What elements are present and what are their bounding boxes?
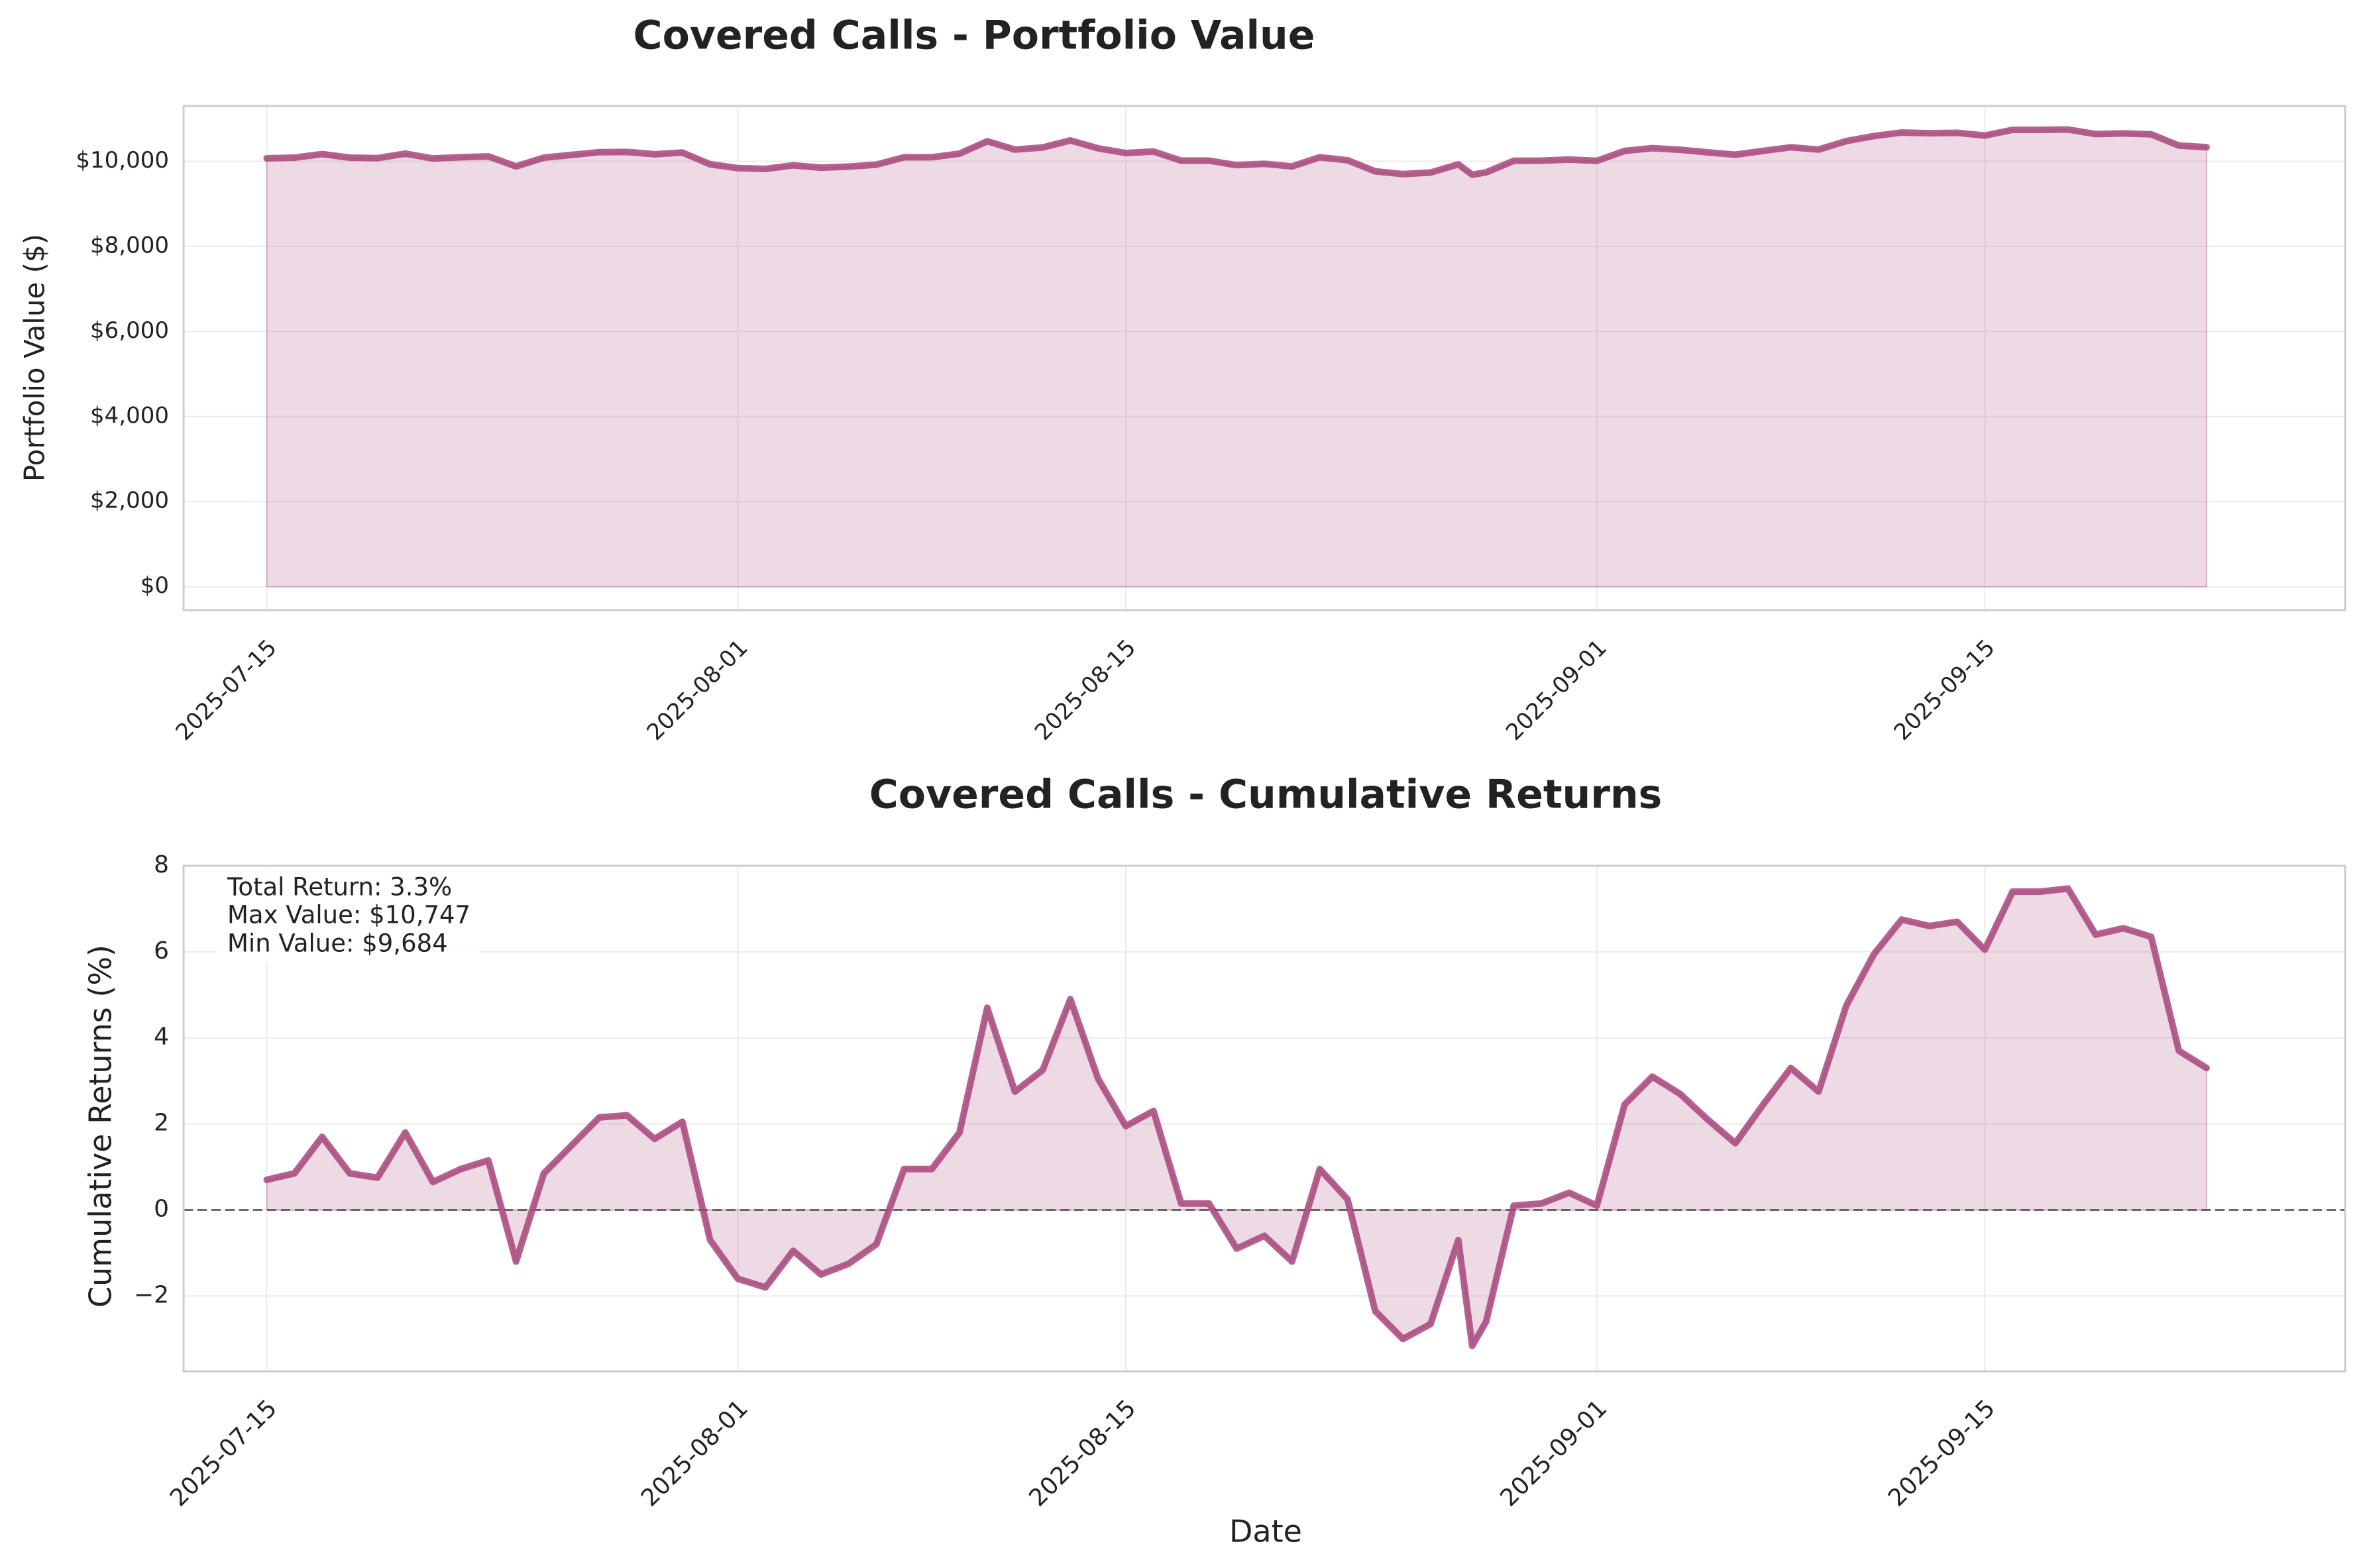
x-axis-label: Date	[1229, 1514, 1302, 1549]
y-tick-label: 2	[154, 1110, 169, 1137]
stats-min-value: Min Value: $9,684	[227, 929, 448, 958]
chart-title: Covered Calls - Cumulative Returns	[869, 772, 1663, 818]
chart-title: Covered Calls - Portfolio Value	[633, 13, 1315, 59]
stats-max-value: Max Value: $10,747	[227, 901, 470, 929]
y-tick-label: $4,000	[90, 402, 169, 429]
y-tick-label: 0	[154, 1195, 169, 1222]
y-tick-label: $0	[140, 572, 169, 599]
y-tick-label: 6	[154, 937, 169, 965]
stats-total-return: Total Return: 3.3%	[227, 873, 452, 902]
stats-box: Total Return: 3.3% Max Value: $10,747 Mi…	[215, 868, 480, 963]
area-fill	[267, 130, 2207, 587]
y-tick-label: $8,000	[90, 232, 169, 258]
y-tick-label: 8	[154, 851, 169, 878]
y-tick-label: $2,000	[90, 488, 169, 514]
plot-area	[267, 130, 2207, 587]
y-tick-label: $6,000	[90, 317, 169, 344]
y-tick-label: 4	[154, 1023, 169, 1051]
y-tick-label: −2	[134, 1281, 169, 1308]
y-axis-label: Cumulative Returns (%)	[83, 945, 119, 1308]
y-axis-label: Portfolio Value ($)	[19, 234, 51, 482]
y-tick-label: $10,000	[76, 147, 169, 174]
